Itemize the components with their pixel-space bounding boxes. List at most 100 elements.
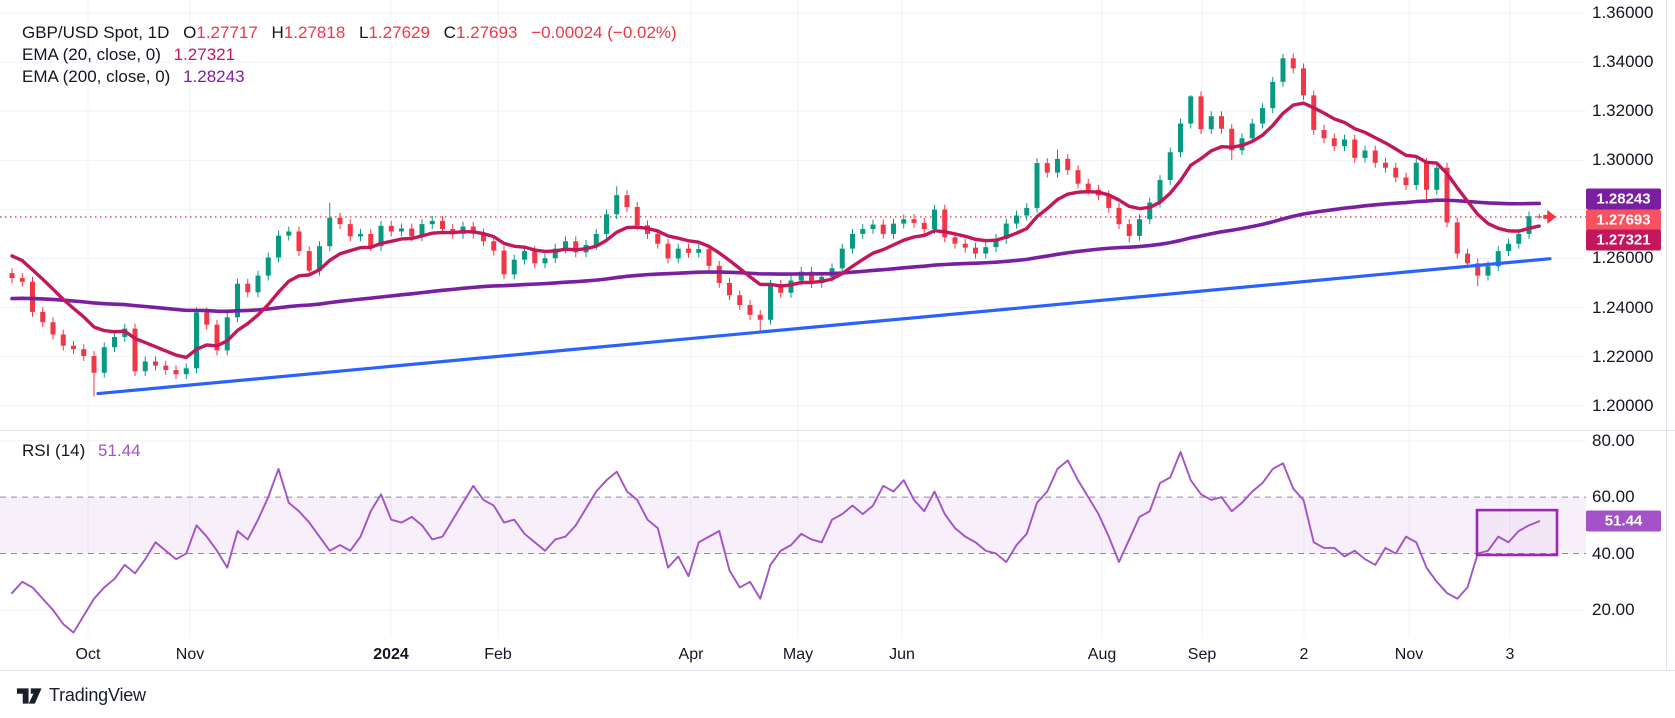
- candle-body: [1475, 263, 1481, 276]
- symbol-row[interactable]: GBP/USD Spot, 1D O1.27717 H1.27818 L1.27…: [22, 22, 677, 44]
- candle-body: [921, 222, 927, 230]
- candle-body: [1485, 266, 1491, 276]
- candle-body: [142, 361, 148, 372]
- candle-body: [809, 271, 814, 283]
- candle-body: [1014, 215, 1019, 224]
- symbol-title: GBP/USD Spot, 1D: [22, 23, 170, 42]
- tradingview-logo[interactable]: TradingView: [16, 684, 146, 707]
- candle-body: [50, 322, 56, 335]
- candle-body: [1342, 139, 1347, 147]
- rsi-axis-tick[interactable]: 40.00: [1592, 543, 1635, 563]
- candle-body: [1229, 128, 1235, 151]
- candle-body: [1198, 96, 1204, 130]
- candle-series[interactable]: [9, 53, 1542, 397]
- candle-body: [419, 224, 425, 237]
- high-value: 1.27818: [283, 23, 346, 42]
- rsi-rect-drawing[interactable]: [1475, 508, 1559, 557]
- candle-body: [347, 224, 353, 237]
- time-axis-label[interactable]: 2024: [373, 646, 409, 663]
- time-axis-label[interactable]: Aug: [1087, 646, 1117, 663]
- candle-body: [880, 224, 886, 234]
- candle-body: [1106, 195, 1112, 208]
- ema20-row[interactable]: EMA (20, close, 0) 1.27321: [22, 44, 677, 66]
- candle-body: [337, 217, 343, 225]
- candle-body: [747, 305, 753, 315]
- candle-body: [788, 280, 794, 293]
- ema200-row[interactable]: EMA (200, close, 0) 1.28243: [22, 66, 677, 88]
- candle-body: [634, 206, 640, 226]
- candle-body: [1301, 68, 1306, 96]
- ema200-label: EMA (200, close, 0): [22, 67, 171, 86]
- close-key: C: [443, 23, 456, 42]
- price-axis-tick[interactable]: 1.20000: [1592, 395, 1654, 415]
- price-axis-tick[interactable]: 1.22000: [1592, 346, 1654, 366]
- candle-body: [1352, 139, 1358, 158]
- time-axis-label[interactable]: 3: [1505, 646, 1515, 663]
- candle-body: [563, 241, 568, 249]
- time-axis-label[interactable]: 2: [1299, 646, 1309, 663]
- candle-body: [757, 314, 763, 320]
- candle-body: [973, 247, 978, 254]
- trendline[interactable]: [96, 257, 1552, 396]
- candle-body: [1249, 123, 1255, 139]
- candle-body: [1454, 222, 1460, 254]
- rsi-legend[interactable]: RSI (14) 51.44: [22, 441, 141, 461]
- open-key: O: [183, 23, 197, 42]
- price-axis-badge: 1.27321: [1586, 229, 1661, 251]
- price-axis-tick[interactable]: 1.26000: [1592, 248, 1654, 268]
- rsi-axis-tick[interactable]: 60.00: [1592, 487, 1635, 507]
- candle-body: [286, 231, 292, 236]
- candle-body: [737, 295, 743, 306]
- candle-body: [665, 243, 671, 259]
- rsi-axis-tick[interactable]: 80.00: [1592, 430, 1635, 450]
- time-axis-label[interactable]: Oct: [75, 646, 101, 663]
- candle-body: [573, 241, 579, 253]
- candle-body: [194, 312, 199, 369]
- candle-body: [1506, 243, 1511, 252]
- candle-body: [60, 334, 66, 346]
- candle-body: [542, 258, 548, 264]
- candle-body: [388, 225, 394, 232]
- time-axis-label[interactable]: Sep: [1187, 646, 1217, 663]
- price-axis-tick[interactable]: 1.32000: [1592, 101, 1654, 121]
- candle-body: [1280, 58, 1286, 82]
- rsi-axis-tick[interactable]: 20.00: [1592, 599, 1635, 619]
- time-axis-label[interactable]: Nov: [175, 646, 205, 663]
- candle-body: [1331, 138, 1337, 147]
- candle-body: [1116, 207, 1122, 225]
- candle-body: [101, 347, 107, 373]
- time-axis-label[interactable]: May: [782, 646, 814, 663]
- candle-body: [1260, 108, 1265, 124]
- candle-body: [1413, 162, 1419, 186]
- price-axis-tick[interactable]: 1.24000: [1592, 297, 1654, 317]
- candle-body: [317, 246, 322, 271]
- candle-body: [163, 365, 169, 371]
- rsi-line[interactable]: [11, 451, 1541, 634]
- rsi-band: [0, 497, 1586, 554]
- candle-body: [1403, 177, 1409, 186]
- price-axis-tick[interactable]: 1.34000: [1592, 52, 1654, 72]
- time-axis-label[interactable]: Nov: [1394, 646, 1424, 663]
- candle-body: [255, 275, 261, 293]
- tradingview-logo-icon: [16, 688, 42, 704]
- price-axis-tick[interactable]: 1.30000: [1592, 150, 1654, 170]
- ema20-line[interactable]: [10, 101, 1541, 360]
- price-axis-tick[interactable]: 1.36000: [1592, 3, 1654, 23]
- candle-body: [1137, 219, 1142, 236]
- close-value: 1.27693: [455, 23, 518, 42]
- candle-body: [1270, 81, 1276, 109]
- time-axis-label[interactable]: Feb: [484, 646, 512, 663]
- ema200-line[interactable]: [10, 198, 1542, 314]
- candle-body: [1126, 224, 1132, 236]
- time-axis-label[interactable]: Jun: [889, 646, 915, 663]
- candle-body: [532, 251, 538, 264]
- time-axis-label[interactable]: Apr: [678, 646, 704, 663]
- high-key: H: [271, 23, 284, 42]
- ema20-value: 1.27321: [173, 45, 236, 64]
- low-value: 1.27629: [368, 23, 430, 42]
- candle-body: [306, 251, 312, 271]
- pane-separator[interactable]: [0, 430, 1675, 431]
- candle-body: [1465, 253, 1470, 264]
